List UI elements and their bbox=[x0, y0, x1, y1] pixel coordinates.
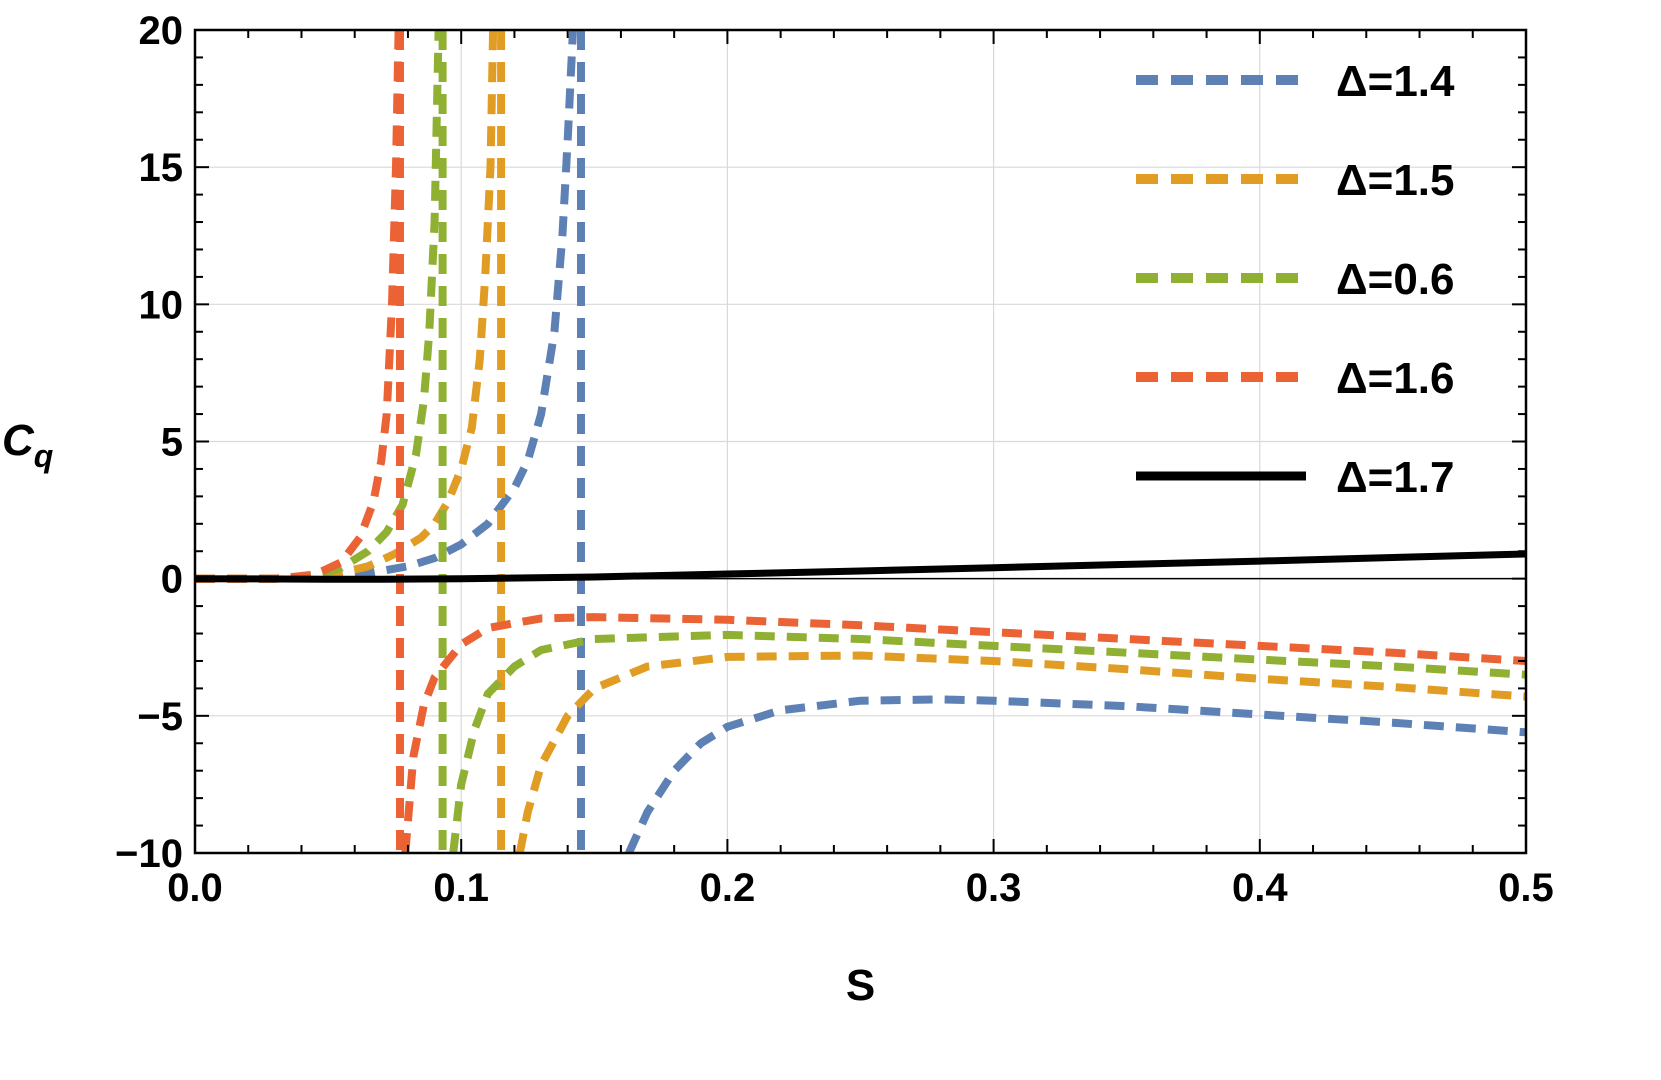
series-line-branch bbox=[195, 550, 1526, 583]
series-layer bbox=[195, 30, 1526, 853]
y-tick-label: 10 bbox=[139, 283, 184, 327]
x-tick-label: 0.5 bbox=[1498, 866, 1554, 910]
y-axis-title-main: C bbox=[2, 416, 35, 465]
legend-label: Δ=0.6 bbox=[1336, 255, 1455, 304]
y-tick-labels: −10 −5 0 5 10 15 20 bbox=[115, 9, 183, 876]
x-tick-label: 0.0 bbox=[167, 866, 223, 910]
x-tick-label: 0.2 bbox=[700, 866, 756, 910]
series-line-branch bbox=[401, 613, 1526, 853]
y-axis-title: Cq bbox=[2, 416, 53, 474]
legend-label: Δ=1.7 bbox=[1336, 453, 1455, 502]
x-tick-labels: 0.0 0.1 0.2 0.3 0.4 0.5 bbox=[167, 866, 1554, 910]
y-tick-label: 0 bbox=[161, 558, 183, 602]
legend: Δ=1.4 Δ=1.5 Δ=0.6 Δ=1.6 Δ=1.7 bbox=[1136, 57, 1455, 502]
legend-label: Δ=1.5 bbox=[1336, 156, 1455, 205]
y-tick-label: −5 bbox=[137, 695, 183, 739]
ticks bbox=[194, 29, 1527, 854]
x-tick-label: 0.4 bbox=[1232, 866, 1288, 910]
y-tick-label: 20 bbox=[139, 9, 184, 53]
series-line-branch bbox=[515, 651, 1526, 853]
x-axis-title: S bbox=[846, 961, 875, 1010]
series-line-branch bbox=[449, 630, 1526, 853]
y-tick-label: −10 bbox=[115, 832, 183, 876]
legend-label: Δ=1.4 bbox=[1336, 57, 1455, 106]
y-axis-title-subscript: q bbox=[34, 438, 54, 474]
series-4 bbox=[195, 550, 1526, 583]
y-tick-label: 5 bbox=[161, 421, 183, 465]
series-line-branch bbox=[625, 695, 1526, 853]
legend-label: Δ=1.6 bbox=[1336, 354, 1455, 403]
x-tick-label: 0.3 bbox=[966, 866, 1022, 910]
x-tick-label: 0.1 bbox=[433, 866, 489, 910]
y-tick-label: 15 bbox=[139, 146, 184, 190]
